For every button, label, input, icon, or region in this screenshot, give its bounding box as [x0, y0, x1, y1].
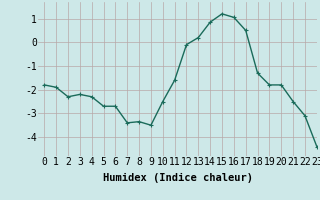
X-axis label: Humidex (Indice chaleur): Humidex (Indice chaleur) — [103, 173, 252, 183]
